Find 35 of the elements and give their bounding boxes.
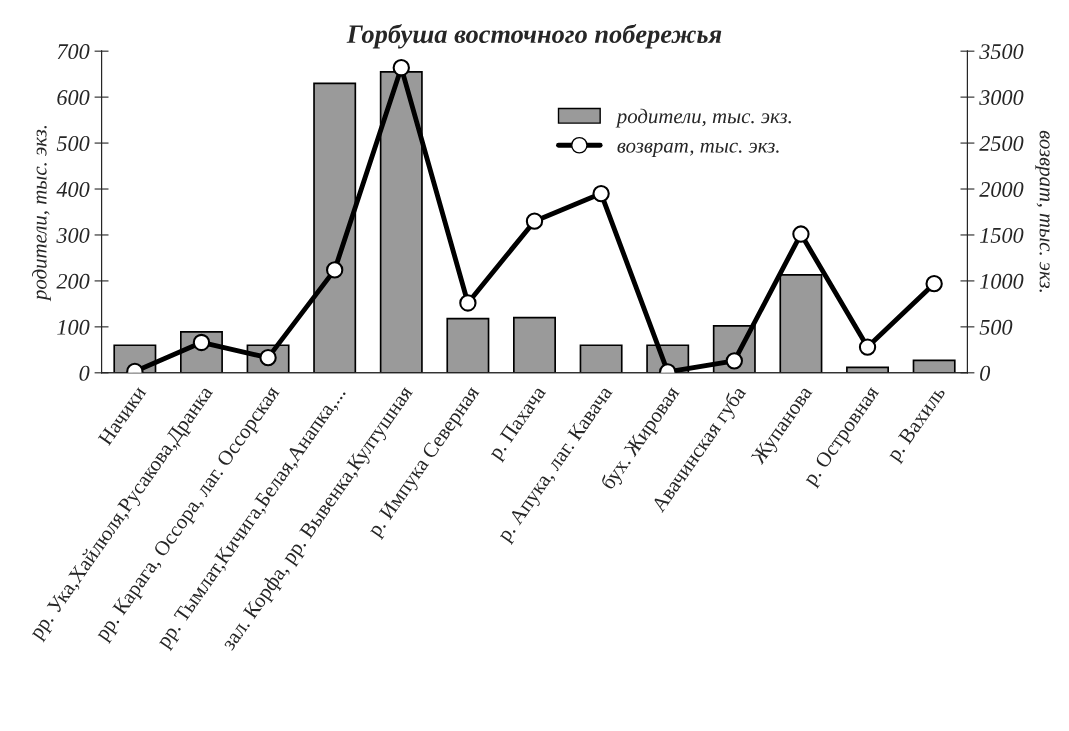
y-axis-title: родители, тыс. экз. <box>31 125 51 302</box>
y-tick-label: 300 <box>56 227 90 243</box>
y2-tick-label: 1500 <box>980 227 1024 243</box>
y2-tick-label: 0 <box>980 365 991 381</box>
y-tick-label: 500 <box>56 136 90 151</box>
bar <box>446 317 490 373</box>
point <box>392 59 410 77</box>
y-tick-label: 700 <box>57 44 90 60</box>
bar <box>513 316 556 373</box>
point <box>326 261 344 279</box>
legend-label: возврат, тыс. экз. <box>617 142 779 157</box>
point <box>592 184 610 203</box>
y-tick-label: 200 <box>56 273 90 289</box>
y2-tick-label: 3500 <box>979 44 1024 60</box>
point <box>858 338 877 356</box>
chart-title: Горбуша восточного побережья <box>346 23 722 49</box>
legend-label: родители, тыс. экз. <box>615 108 791 128</box>
point <box>459 294 477 312</box>
y2-tick-label: 2500 <box>979 136 1024 151</box>
y2-tick-label: 3000 <box>979 90 1024 106</box>
bar <box>912 359 956 373</box>
y2-axis-title: возврат, тыс. экз. <box>1035 130 1050 292</box>
point <box>792 225 810 243</box>
bar <box>846 366 890 373</box>
bar <box>579 344 623 373</box>
point <box>525 212 544 230</box>
point <box>725 352 743 370</box>
y-tick-label: 100 <box>57 319 90 335</box>
y-tick-label: 0 <box>79 365 90 381</box>
y2-tick-label: 2000 <box>979 181 1024 197</box>
y-tick-label: 600 <box>57 90 90 106</box>
y-tick-label: 400 <box>56 181 90 197</box>
y2-tick-label: 500 <box>979 319 1013 335</box>
y2-tick-label: 1000 <box>980 273 1024 289</box>
point <box>925 274 943 293</box>
